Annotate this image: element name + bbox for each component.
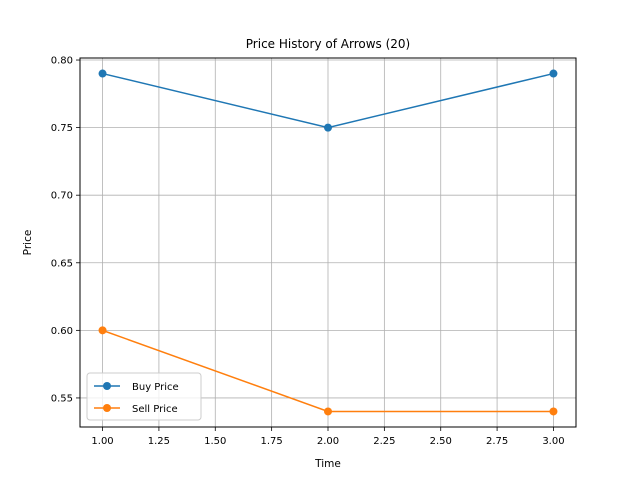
x-tick-label: 3.00 [542,436,564,447]
y-tick-label: 0.55 [51,393,73,404]
data-point [549,407,558,416]
x-tick-label: 1.50 [204,436,226,447]
data-point [98,326,107,335]
legend-label: Sell Price [132,404,178,415]
y-tick-label: 0.80 [51,56,73,67]
data-point [98,69,107,78]
x-tick-label: 1.75 [261,436,283,447]
series-layer [98,69,558,416]
legend-label: Buy Price [132,382,179,393]
x-tick-label: 1.00 [91,436,113,447]
x-tick-label: 2.75 [486,436,508,447]
legend-marker [103,404,111,412]
chart-title: Price History of Arrows (20) [246,37,410,51]
y-axis-label: Price [22,230,34,256]
x-tick-label: 2.00 [317,436,339,447]
x-tick-label: 1.25 [148,436,170,447]
x-tick-label: 2.50 [430,436,452,447]
y-tick-label: 0.60 [51,326,73,337]
data-point [324,407,332,416]
x-tick-label: 2.25 [373,436,395,447]
y-tick-label: 0.75 [51,123,73,134]
legend: Buy Price Sell Price [86,372,202,421]
x-axis-label: Time [314,458,341,470]
axis-ticks: 1.00 1.25 1.50 1.75 2.00 2.25 2.50 2.75 3.00 0.55… [51,56,565,447]
y-tick-label: 0.65 [51,258,73,269]
data-point [324,123,332,132]
legend-marker [103,382,111,390]
data-point [549,69,558,78]
y-tick-label: 0.70 [51,191,73,202]
